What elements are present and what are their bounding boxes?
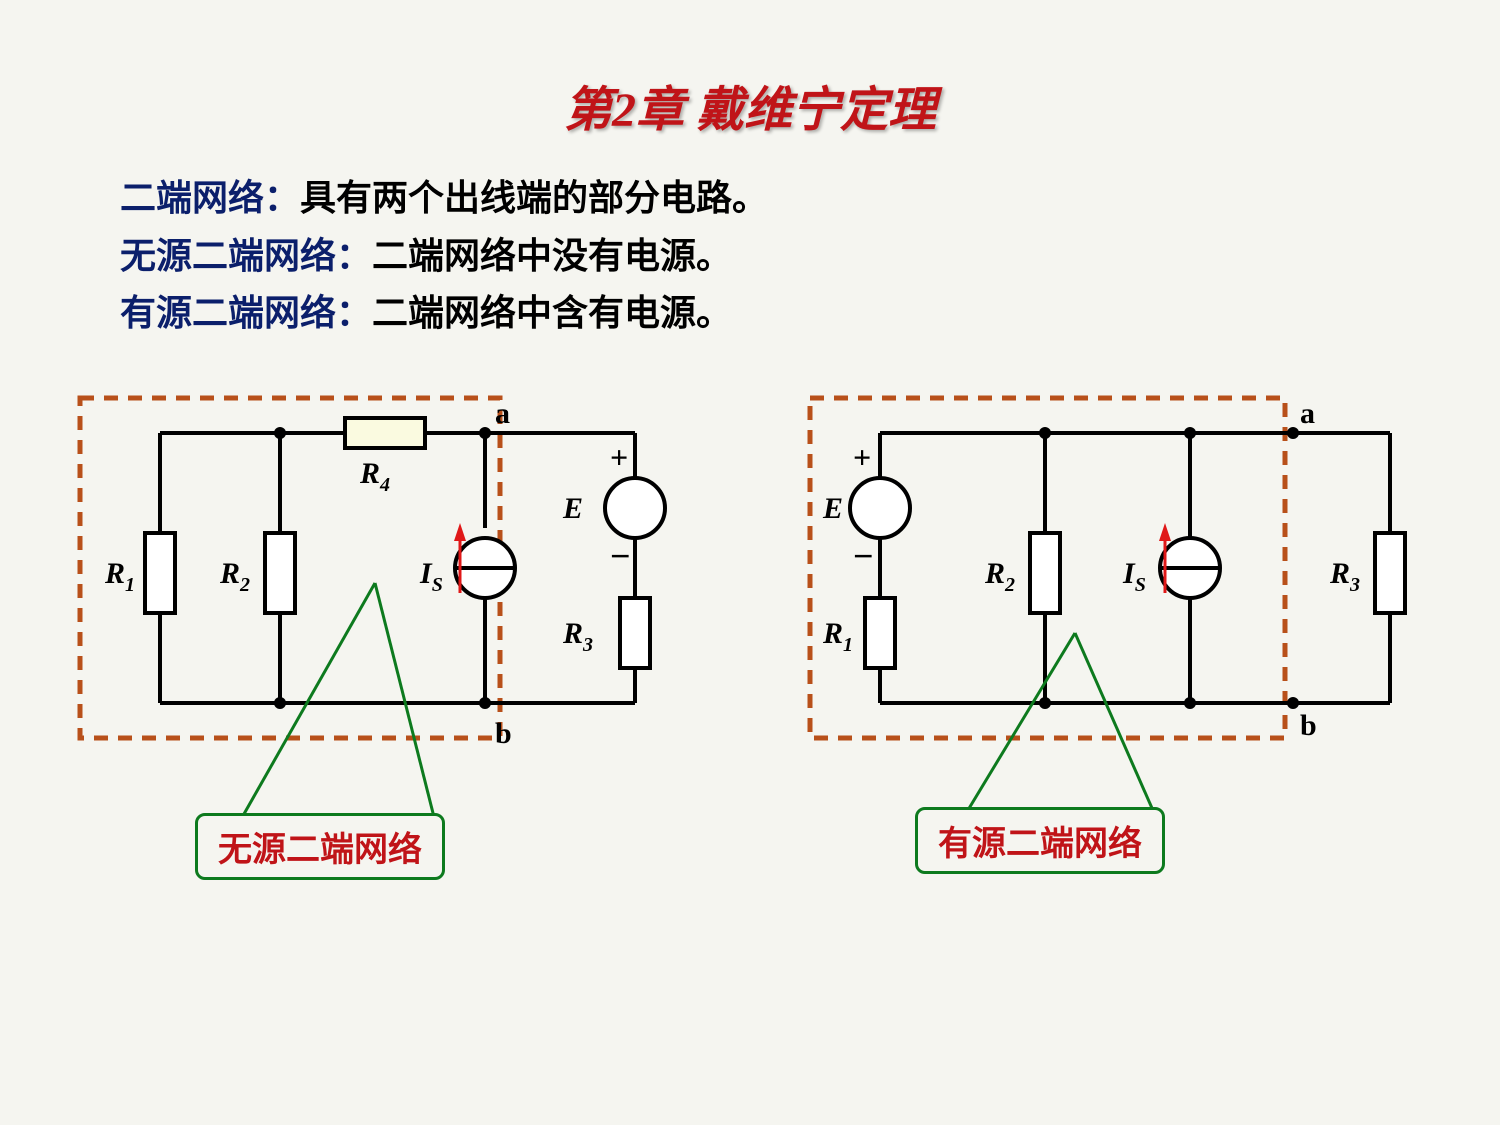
def-rest: 二端网络中含有电源。 [372,293,732,333]
callout-lines [965,633,1155,815]
left-caption: 无源二端网络 [195,813,445,880]
label-r2: R2 [984,557,1015,596]
def-term: 有源二端网络： [120,293,372,333]
def-term: 无源二端网络： [120,236,372,276]
terminal-b: b [1300,709,1317,742]
minus: − [853,536,874,576]
page-title: 第2章 戴维宁定理 [0,0,1500,140]
label-e: E [562,492,583,525]
right-circuit: E R1 R2 IS R3 a b + − 有源二端网络 [795,383,1435,928]
def-line-3: 有源二端网络：二端网络中含有电源。 [120,285,1400,343]
minus: − [610,536,631,576]
def-line-2: 无源二端网络：二端网络中没有电源。 [120,228,1400,286]
labels: E R1 R2 IS R3 a b + − [822,397,1360,742]
def-line-1: 二端网络：具有两个出线端的部分电路。 [120,170,1400,228]
label-e: E [822,492,843,525]
def-rest: 二端网络中没有电源。 [372,236,732,276]
plus: + [610,439,628,475]
label-r3: R3 [562,617,593,656]
label-is: IS [419,557,443,596]
terminal-a: a [495,397,510,430]
label-r2: R2 [219,557,250,596]
label-r1: R1 [104,557,135,596]
def-rest: 具有两个出线端的部分电路。 [300,178,768,218]
label-is: IS [1122,557,1146,596]
right-caption: 有源二端网络 [915,807,1165,874]
label-r4: R4 [359,457,390,496]
diagrams-row: R1 R2 R4 IS E R3 a b + − 无源二端网络 [0,383,1500,928]
def-term: 二端网络： [120,178,300,218]
left-circuit: R1 R2 R4 IS E R3 a b + − 无源二端网络 [65,383,705,928]
label-r3: R3 [1329,557,1360,596]
plus: + [853,439,871,475]
terminal-b: b [495,717,512,750]
definitions: 二端网络：具有两个出线端的部分电路。 无源二端网络：二端网络中没有电源。 有源二… [120,170,1400,343]
label-r1: R1 [822,617,853,656]
terminal-a: a [1300,397,1315,430]
